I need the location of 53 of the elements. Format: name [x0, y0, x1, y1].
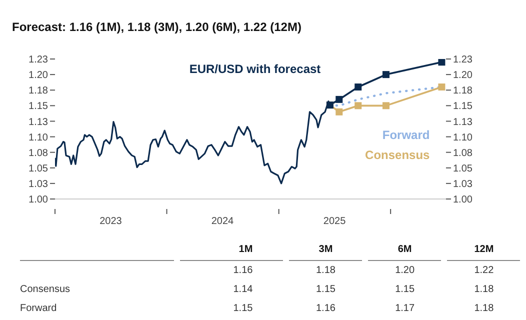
point — [382, 71, 390, 78]
y-tick-label: 1.20 — [28, 70, 48, 82]
x-tick-label: 2024 — [211, 216, 234, 227]
data-label: 1.15 — [315, 283, 336, 297]
y-tick-label: 1.23 — [28, 54, 48, 66]
y2-tick-label: 1.23 — [453, 54, 473, 66]
x-tick-label: 2025 — [323, 216, 346, 227]
y2-tick-label: 1.13 — [453, 116, 473, 128]
y-tick-label: 1.00 — [28, 194, 48, 206]
y2-tick-label: 1.18 — [453, 86, 473, 97]
data-label: 1.16 — [315, 302, 336, 316]
data-label: 1.18 — [315, 264, 336, 278]
chart-title: Forecast: 1.16 (1M), 1.18 (3M), 1.20 (6M), 1.22 (12M) — [12, 20, 302, 34]
category-label: 3M — [288, 238, 362, 261]
point — [336, 108, 343, 116]
annotation: EUR/USD with forecast — [188, 62, 322, 76]
y-tick-label: 1.18 — [28, 86, 48, 97]
text: Forward — [20, 302, 58, 316]
point — [354, 84, 362, 90]
data-label: 1.16 — [232, 264, 254, 278]
data-label: 1.15 — [232, 302, 254, 316]
category-label: 1M — [180, 238, 283, 261]
text: Forward — [382, 128, 430, 142]
point — [336, 96, 343, 103]
category-label: 12M — [446, 238, 520, 261]
data-label: 1.18 — [473, 283, 495, 297]
y-tick-label: 1.15 — [28, 101, 48, 112]
data-label: 1.20 — [394, 264, 416, 278]
point — [438, 59, 446, 66]
y2-tick-label: 1.05 — [453, 163, 473, 174]
data-label: 1.22 — [473, 264, 495, 278]
y2-tick-label: 1.08 — [453, 148, 473, 159]
x-tick-label: 2023 — [100, 216, 122, 227]
point — [382, 102, 390, 110]
y2-tick-label: 1.00 — [453, 194, 473, 206]
point — [354, 102, 362, 110]
data-label: 1.17 — [394, 302, 416, 316]
text: Consensus — [20, 283, 72, 297]
data-label: 1.18 — [473, 302, 495, 316]
point — [438, 84, 446, 90]
y-tick-label: 1.10 — [28, 132, 48, 144]
y2-tick-label: 1.10 — [453, 132, 473, 144]
data-label: 1.14 — [232, 283, 254, 297]
y2-tick-label: 1.15 — [453, 101, 473, 112]
y-tick-label: 1.05 — [28, 163, 48, 174]
y-tick-label: 1.13 — [28, 116, 48, 128]
y-tick-label: 1.08 — [28, 148, 48, 159]
text: Consensus — [365, 148, 430, 162]
data-label: 1.15 — [394, 283, 416, 297]
category-label: 6M — [368, 238, 441, 261]
y-tick-label: 1.03 — [28, 178, 48, 190]
y2-tick-label: 1.20 — [453, 70, 473, 82]
y2-tick-label: 1.03 — [453, 178, 473, 190]
